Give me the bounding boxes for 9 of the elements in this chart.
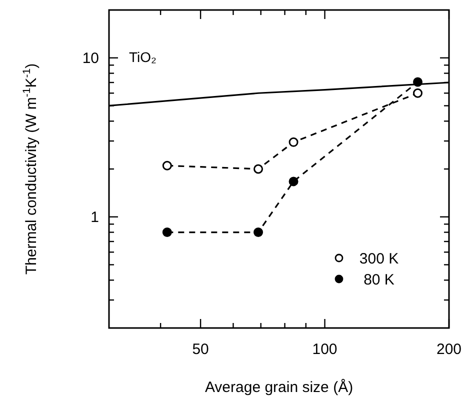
x-tick-label: 50: [192, 341, 209, 358]
x-axis-title: Average grain size (Å): [204, 378, 354, 396]
legend-label: 300 K: [359, 250, 399, 268]
x-tick-label: 100: [312, 341, 338, 358]
y-tick-label: 10: [82, 50, 99, 68]
legend-label: 80 K: [364, 271, 394, 288]
y-tick-label: 1: [90, 209, 99, 226]
annotation: TiO₂: [129, 49, 156, 65]
x-tick-label: 200: [436, 341, 462, 358]
